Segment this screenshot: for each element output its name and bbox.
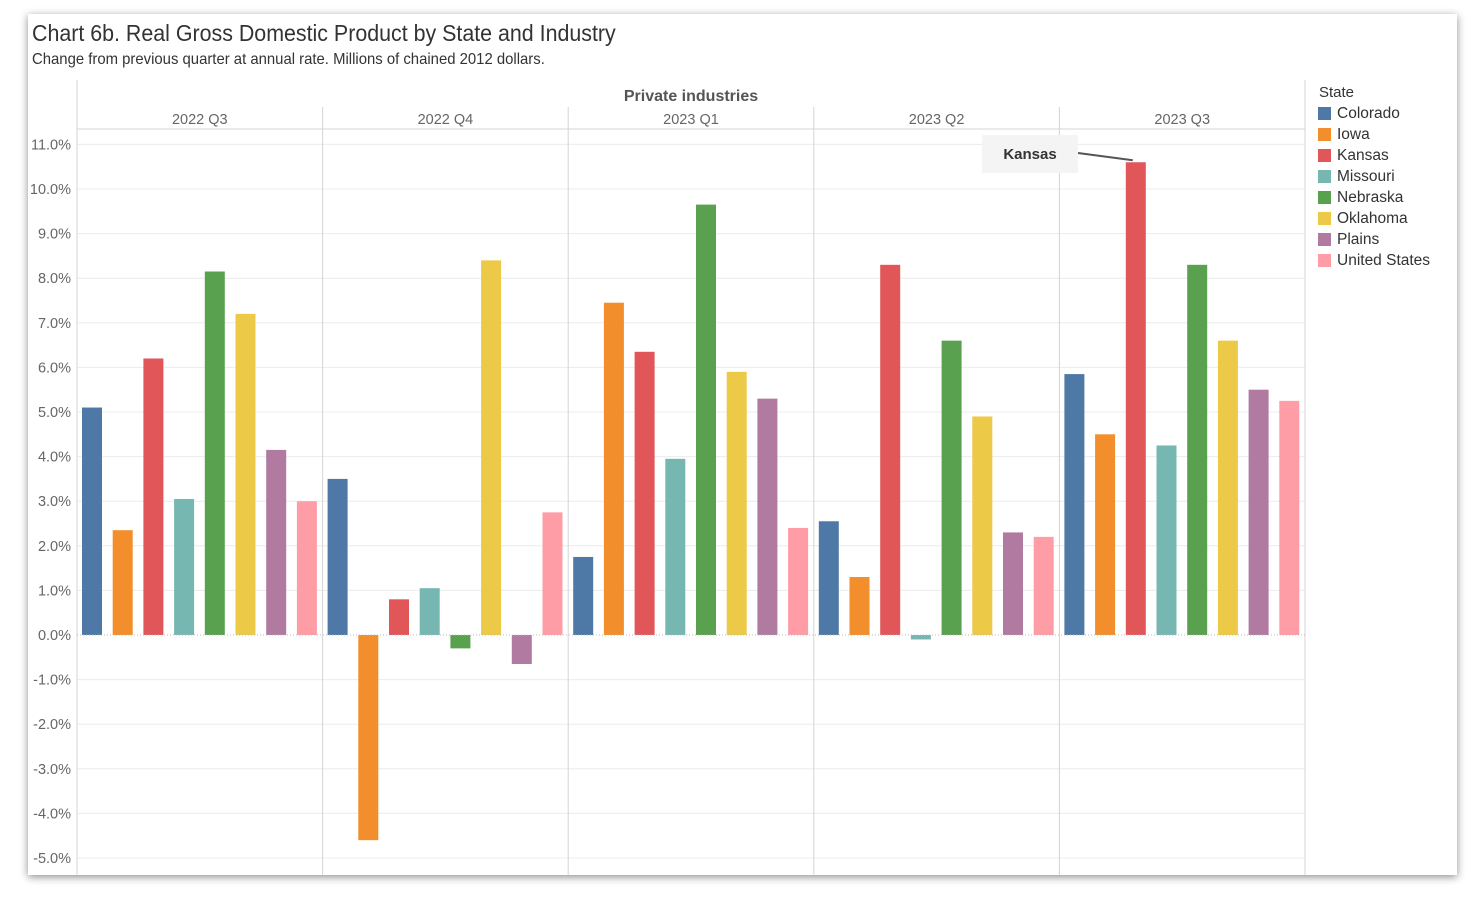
category-label: 2023 Q3	[1154, 112, 1210, 128]
y-tick-label: 10.0%	[30, 182, 71, 198]
annotation-leader-line	[1077, 152, 1133, 162]
y-tick-label: 3.0%	[38, 494, 71, 510]
legend-item[interactable]: Nebraska	[1318, 187, 1453, 208]
legend-title: State	[1319, 84, 1355, 101]
legend-item[interactable]: Plains	[1318, 229, 1453, 250]
bar-kansas	[389, 599, 409, 635]
chart-card: Chart 6b. Real Gross Domestic Product by…	[28, 14, 1457, 875]
chart-subtitle: Change from previous quarter at annual r…	[32, 51, 545, 68]
bar-oklahoma	[235, 313, 256, 635]
legend: State Colorado Iowa Kansas Missouri Nebraska…	[1318, 84, 1453, 271]
bar-plains	[266, 449, 287, 635]
bar-colorado	[82, 407, 102, 635]
y-tick-label: -3.0%	[33, 762, 71, 778]
legend-label: Oklahoma	[1337, 209, 1408, 227]
bar-missouri	[665, 458, 686, 635]
y-tick-label: -5.0%	[33, 851, 71, 867]
panel-header-label: Private industries	[624, 88, 758, 105]
bar-oklahoma	[972, 416, 993, 635]
bar-kansas	[880, 264, 901, 635]
y-tick-label: 9.0%	[38, 227, 71, 243]
bar-nebraska	[204, 271, 225, 635]
y-tick-label: -2.0%	[33, 717, 71, 733]
bar-iowa	[1095, 434, 1116, 635]
kansas-annotation-callout: Kansas	[982, 135, 1078, 173]
y-tick-label: -4.0%	[33, 806, 71, 822]
legend-swatch	[1318, 191, 1331, 204]
bar-iowa	[112, 530, 133, 635]
annotation-label: Kansas	[1003, 145, 1057, 163]
legend-swatch	[1318, 107, 1331, 120]
legend-label: United States	[1337, 251, 1431, 269]
bar-nebraska	[1187, 264, 1208, 635]
legend-label: Nebraska	[1337, 188, 1404, 206]
bar-united-states	[1033, 536, 1054, 635]
legend-label: Colorado	[1337, 104, 1400, 122]
legend-item[interactable]: United States	[1318, 250, 1453, 271]
bar-missouri	[419, 588, 440, 635]
legend-swatch	[1318, 149, 1331, 162]
y-tick-label: 0.0%	[38, 628, 71, 644]
legend-item[interactable]: Iowa	[1318, 124, 1453, 145]
legend-item[interactable]: Kansas	[1318, 145, 1453, 166]
y-tick-label: 8.0%	[38, 271, 71, 287]
bar-colorado	[818, 521, 839, 635]
bar-oklahoma	[726, 371, 747, 635]
bar-united-states	[296, 501, 317, 635]
y-tick-label: 6.0%	[38, 360, 71, 376]
category-label: 2023 Q2	[909, 112, 965, 128]
y-tick-label: 7.0%	[38, 316, 71, 332]
legend-items: Colorado Iowa Kansas Missouri Nebraska Oklaho…	[1318, 103, 1453, 271]
bar-chart-plot: Private industries 2022 Q3 2022 Q4 2023 Q1 2…	[30, 80, 1306, 875]
legend-swatch	[1318, 254, 1331, 267]
category-label: 2023 Q1	[663, 112, 719, 128]
bar-iowa	[603, 302, 624, 635]
category-label: 2022 Q3	[172, 112, 228, 128]
bar-nebraska	[696, 204, 716, 636]
legend-swatch	[1318, 233, 1331, 246]
legend-label: Kansas	[1337, 146, 1389, 164]
bar-plains	[1248, 389, 1269, 635]
bar-plains	[1003, 532, 1023, 635]
bar-united-states	[542, 512, 563, 635]
bar-nebraska	[941, 340, 962, 635]
y-tick-label: -1.0%	[33, 673, 71, 689]
y-tick-label: 2.0%	[38, 539, 71, 555]
y-tick-label: 11.0%	[31, 137, 71, 153]
y-tick-label: 4.0%	[38, 450, 71, 466]
y-tick-label: 1.0%	[38, 583, 71, 599]
legend-label: Missouri	[1337, 167, 1395, 185]
bar-kansas	[143, 358, 164, 635]
y-tick-label: 5.0%	[38, 405, 71, 421]
legend-swatch	[1318, 170, 1331, 183]
legend-item[interactable]: Oklahoma	[1318, 208, 1453, 229]
bar-iowa	[358, 635, 379, 841]
bar-plains	[511, 635, 532, 664]
bar-oklahoma	[481, 260, 502, 635]
bar-nebraska	[450, 635, 471, 649]
chart-title: Chart 6b. Real Gross Domestic Product by…	[32, 20, 616, 46]
category-label: 2022 Q4	[418, 112, 474, 128]
bar-iowa	[849, 577, 870, 635]
bar-united-states	[788, 527, 809, 635]
bar-colorado	[573, 556, 594, 635]
bar-missouri	[1156, 445, 1177, 635]
legend-label: Iowa	[1337, 125, 1370, 143]
legend-swatch	[1318, 212, 1331, 225]
legend-swatch	[1318, 128, 1331, 141]
bar-oklahoma	[1217, 340, 1238, 635]
legend-label: Plains	[1337, 230, 1380, 248]
bar-colorado	[1064, 374, 1085, 635]
bar-missouri	[174, 498, 195, 635]
bar-plains	[757, 398, 778, 635]
bar-kansas	[634, 351, 655, 635]
bar-united-states	[1279, 400, 1300, 635]
legend-item[interactable]: Colorado	[1318, 103, 1453, 124]
bar-colorado	[327, 478, 348, 635]
legend-item[interactable]: Missouri	[1318, 166, 1453, 187]
bar-kansas	[1125, 162, 1146, 636]
bar-missouri	[910, 635, 931, 640]
